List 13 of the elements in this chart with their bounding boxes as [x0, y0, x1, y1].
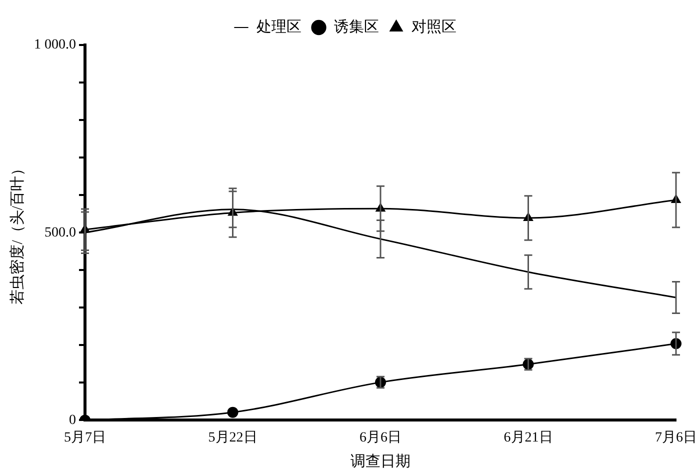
- x-axis-title: 调查日期: [350, 452, 410, 470]
- legend-label: 诱集区: [334, 18, 379, 36]
- y-tick-label: 1 000.0: [34, 38, 76, 53]
- legend-label: 处理区: [256, 18, 302, 36]
- y-axis-title: 若虫密度/（头/百叶）: [8, 160, 26, 304]
- x-tick-label: 6月6日: [360, 430, 402, 446]
- y-tick-label: 0: [69, 412, 76, 428]
- y-tick-label: 500.0: [44, 225, 76, 240]
- x-tick-label: 6月21日: [504, 430, 553, 446]
- x-tick-label: 5月7日: [64, 430, 106, 446]
- x-tick-label: 7月6日: [655, 430, 697, 446]
- legend-label: 对照区: [411, 18, 456, 36]
- x-tick-label: 5月22日: [208, 430, 258, 446]
